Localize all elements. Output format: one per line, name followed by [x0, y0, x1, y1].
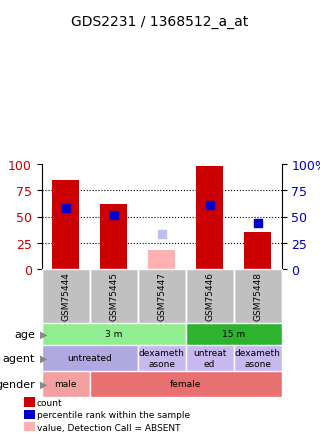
- Bar: [148, 250, 175, 269]
- Text: dexameth
asone: dexameth asone: [139, 349, 185, 368]
- FancyBboxPatch shape: [42, 269, 90, 323]
- Text: male: male: [54, 380, 77, 388]
- Bar: [148, 250, 175, 269]
- Text: age: age: [14, 329, 35, 339]
- Text: GSM75448: GSM75448: [253, 272, 262, 321]
- Text: count: count: [37, 398, 62, 407]
- Bar: [186, 345, 234, 371]
- Bar: [90, 371, 282, 397]
- Text: GSM75445: GSM75445: [109, 272, 118, 321]
- Bar: [42, 323, 186, 345]
- FancyBboxPatch shape: [186, 269, 234, 323]
- Text: ▶: ▶: [40, 353, 47, 363]
- Bar: [42, 371, 90, 397]
- Text: ▶: ▶: [40, 329, 47, 339]
- Bar: [100, 204, 127, 269]
- Bar: [42, 345, 138, 371]
- Text: untreat
ed: untreat ed: [193, 349, 226, 368]
- Text: dexameth
asone: dexameth asone: [235, 349, 281, 368]
- FancyBboxPatch shape: [90, 269, 138, 323]
- Bar: [138, 345, 186, 371]
- Text: agent: agent: [3, 353, 35, 363]
- Text: GSM75447: GSM75447: [157, 272, 166, 321]
- Text: female: female: [170, 380, 201, 388]
- FancyBboxPatch shape: [234, 269, 282, 323]
- Bar: [196, 167, 223, 269]
- Bar: [52, 181, 79, 269]
- FancyBboxPatch shape: [138, 269, 186, 323]
- Text: GSM75446: GSM75446: [205, 272, 214, 321]
- Text: 15 m: 15 m: [222, 330, 245, 339]
- Text: untreated: untreated: [67, 354, 112, 362]
- Bar: [244, 233, 271, 269]
- Bar: [186, 323, 282, 345]
- Text: gender: gender: [0, 379, 35, 389]
- Text: ▶: ▶: [40, 379, 47, 389]
- Text: GDS2231 / 1368512_a_at: GDS2231 / 1368512_a_at: [71, 15, 249, 29]
- Text: GSM75444: GSM75444: [61, 272, 70, 321]
- Bar: [234, 345, 282, 371]
- Text: percentile rank within the sample: percentile rank within the sample: [37, 411, 190, 419]
- Text: value, Detection Call = ABSENT: value, Detection Call = ABSENT: [37, 423, 180, 431]
- Text: 3 m: 3 m: [105, 330, 122, 339]
